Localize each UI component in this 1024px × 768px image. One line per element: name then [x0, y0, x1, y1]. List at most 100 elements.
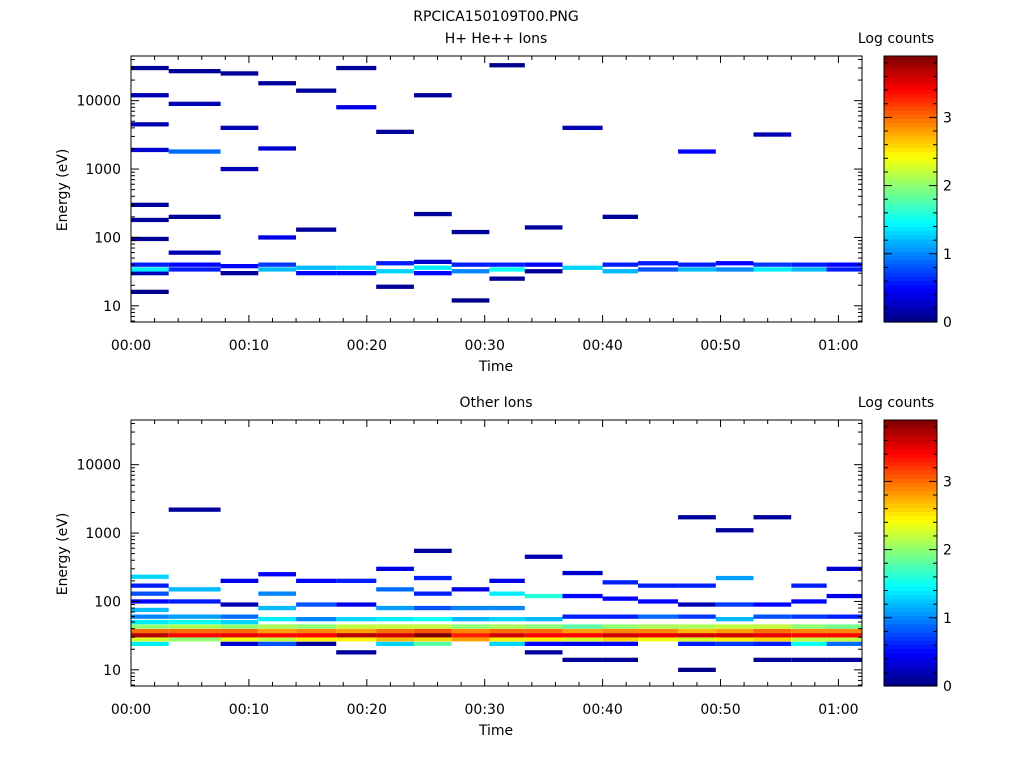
x-tick-label: 00:30: [465, 338, 505, 354]
colorbar-segment: [884, 184, 937, 190]
heatmap-cell: [826, 267, 862, 272]
colorbar-segment: [884, 532, 937, 537]
heatmap-cell: [131, 217, 169, 223]
heatmap-cell: [791, 633, 827, 638]
colorbar-segment: [884, 681, 937, 687]
colorbar-segment: [884, 126, 937, 132]
colorbar-segment: [884, 80, 937, 86]
heatmap-cell: [258, 235, 296, 240]
heatmap-cell: [753, 628, 792, 634]
heatmap-cell: [524, 593, 563, 599]
colorbar-segment: [884, 197, 937, 203]
x-tick-label: 00:20: [347, 702, 387, 718]
y-tick-label: 10: [103, 663, 121, 679]
heatmap-cell: [489, 641, 525, 646]
heatmap-cell: [753, 262, 792, 267]
heatmap-cell: [336, 65, 377, 71]
heatmap-cell: [414, 575, 452, 581]
colorbar-segment: [884, 474, 937, 479]
axis-ticks: [130, 56, 863, 322]
x-tick-label: 00:10: [229, 338, 269, 354]
heatmap-cell: [258, 262, 296, 267]
heatmap-cell: [562, 125, 603, 130]
colorbar-segment: [884, 648, 937, 654]
colorbar-segment: [884, 280, 937, 286]
colorbar-segment: [884, 444, 937, 450]
heatmap-cell: [791, 262, 827, 267]
heatmap-cell: [376, 587, 414, 592]
heatmap-cell: [678, 641, 716, 646]
heatmap-cell: [258, 572, 296, 577]
heatmap-cell: [414, 628, 452, 634]
heatmap-cell: [296, 641, 337, 646]
colorbar-segment: [884, 101, 937, 107]
x-tick-label: 00:00: [111, 702, 151, 718]
colorbar-segment: [884, 565, 937, 571]
heatmap-cell: [826, 657, 862, 662]
heatmap-cell: [678, 262, 716, 267]
colorbar-segment: [884, 602, 937, 608]
heatmap-cell: [678, 637, 716, 642]
colorbar-segment: [884, 97, 937, 103]
heatmap-cell: [220, 271, 259, 276]
heatmap-cell: [414, 633, 452, 638]
heatmap-cell: [376, 633, 414, 638]
colorbar-segment: [884, 276, 937, 282]
colorbar-segment: [884, 105, 937, 111]
heatmap-cell: [414, 637, 452, 642]
colorbar-segment: [884, 590, 937, 596]
colorbar-segment: [884, 498, 937, 504]
heatmap-cell: [296, 617, 337, 622]
colorbar-segment: [884, 122, 937, 128]
y-axis-label: Energy (eV): [55, 513, 71, 596]
heatmap-cell: [602, 614, 638, 619]
colorbar-segment: [884, 420, 937, 425]
heatmap-cell: [638, 267, 679, 272]
heatmap-cell: [258, 633, 296, 638]
heatmap-cell: [131, 619, 169, 625]
heatmap-cell: [753, 624, 792, 629]
heatmap-cell: [678, 628, 716, 634]
heatmap-cell: [715, 641, 754, 646]
heatmap-cell: [524, 262, 563, 267]
axis-ticks: [130, 420, 863, 686]
colorbar-segment: [884, 139, 937, 144]
heatmap-cell: [602, 637, 638, 642]
heatmap-cell: [524, 269, 563, 274]
colorbar-segment: [884, 238, 937, 244]
y-tick-label: 1000: [85, 526, 121, 542]
x-tick-labels: 00:00 00:10 00:20 00:30 00:40 00:50 01:0…: [111, 702, 859, 718]
colorbar-segment: [884, 577, 937, 583]
heatmap-cell: [451, 587, 490, 592]
heatmap-cell: [131, 262, 169, 267]
colorbar-segment: [884, 243, 937, 248]
colorbar-segment: [884, 172, 937, 178]
heatmap-cell: [451, 628, 490, 634]
colorbar-segment: [884, 155, 937, 161]
heatmap-cell: [791, 657, 827, 662]
colorbar-segment: [884, 673, 937, 679]
colorbar-segment: [884, 432, 937, 438]
x-tick-label: 01:00: [818, 702, 858, 718]
heatmap-cell: [791, 637, 827, 642]
heatmap-cell: [336, 624, 377, 629]
heatmap-cell: [414, 617, 452, 622]
colorbar-segment: [884, 461, 937, 467]
y-tick-label: 100: [94, 594, 121, 610]
colorbar-segment: [884, 557, 937, 562]
colorbar-segment: [884, 611, 937, 616]
colorbar-tick-label: 0: [943, 679, 952, 695]
heatmap-cell: [826, 633, 862, 638]
heatmap-cell: [638, 628, 679, 634]
heatmap-cell: [562, 624, 603, 629]
heatmap-cell: [489, 591, 525, 596]
colorbar-segment: [884, 147, 937, 153]
heatmap-cell: [562, 657, 603, 662]
colorbar-segment: [884, 209, 937, 215]
heatmap-cell: [524, 554, 563, 559]
heatmap-cell: [131, 614, 169, 619]
heatmap-cell: [791, 624, 827, 629]
colorbar-segment: [884, 424, 937, 429]
heatmap-cell: [451, 637, 490, 642]
heatmap-cell: [638, 583, 679, 588]
